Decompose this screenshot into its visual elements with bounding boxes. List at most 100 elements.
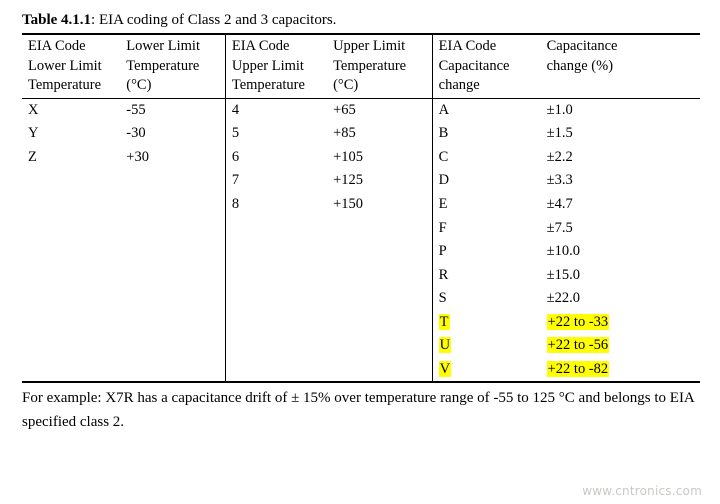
- th-eia-code-lower: EIA Code Lower Limit Temperature: [22, 34, 120, 98]
- cell-c5: B: [432, 122, 540, 146]
- table-row: T +22 to -33: [22, 311, 700, 335]
- cell-c2: -30: [120, 122, 225, 146]
- table-body: X-554+65A±1.0Y-305+85B±1.5Z+306+105C±2.2…: [22, 98, 700, 382]
- cell-c6: +22 to -82: [541, 358, 700, 383]
- cell-c4: +125: [327, 169, 432, 193]
- cell-c5: A: [432, 98, 540, 122]
- th-eia-code-cap-change: EIA Code Capacitance change: [432, 34, 540, 98]
- cell-c2: [120, 287, 225, 311]
- cell-c5: E: [432, 193, 540, 217]
- cell-c3: [225, 311, 327, 335]
- cell-c1: X: [22, 98, 120, 122]
- cell-c3: [225, 334, 327, 358]
- cell-c2: [120, 264, 225, 288]
- cell-c5: V: [432, 358, 540, 383]
- cell-c1: [22, 217, 120, 241]
- cell-c3: [225, 240, 327, 264]
- table-row: U +22 to -56: [22, 334, 700, 358]
- th-lower-limit-temp: Lower Limit Temperature (°C): [120, 34, 225, 98]
- cell-c4: [327, 264, 432, 288]
- cell-c4: +85: [327, 122, 432, 146]
- cell-c6: ±22.0: [541, 287, 700, 311]
- highlight: V: [439, 361, 451, 377]
- cell-c5: C: [432, 146, 540, 170]
- page: Table 4.1.1: EIA coding of Class 2 and 3…: [0, 0, 720, 504]
- cell-c4: [327, 311, 432, 335]
- highlight: U: [439, 337, 451, 353]
- cell-c5: T: [432, 311, 540, 335]
- cell-c1: Z: [22, 146, 120, 170]
- cell-c5: S: [432, 287, 540, 311]
- cell-c3: 8: [225, 193, 327, 217]
- eia-coding-table: EIA Code Lower Limit Temperature Lower L…: [22, 33, 700, 383]
- cell-c4: [327, 358, 432, 383]
- cell-c1: Y: [22, 122, 120, 146]
- cell-c5: R: [432, 264, 540, 288]
- highlight: +22 to -56: [547, 337, 610, 353]
- cell-c1: [22, 264, 120, 288]
- table-row: Y-305+85B±1.5: [22, 122, 700, 146]
- cell-c4: [327, 217, 432, 241]
- cell-c6: +22 to -33: [541, 311, 700, 335]
- watermark: www.cntronics.com: [582, 484, 702, 498]
- cell-c5: P: [432, 240, 540, 264]
- table-row: P±10.0: [22, 240, 700, 264]
- cell-c4: [327, 240, 432, 264]
- cell-c1: [22, 334, 120, 358]
- table-title-label: Table 4.1.1: [22, 12, 91, 28]
- table-row: R±15.0: [22, 264, 700, 288]
- table-footnote: For example: X7R has a capacitance drift…: [22, 387, 700, 434]
- table-title-text: : EIA coding of Class 2 and 3 capacitors…: [91, 12, 336, 28]
- cell-c3: 7: [225, 169, 327, 193]
- cell-c1: [22, 193, 120, 217]
- cell-c6: ±1.5: [541, 122, 700, 146]
- cell-c3: [225, 287, 327, 311]
- cell-c5: F: [432, 217, 540, 241]
- cell-c3: [225, 358, 327, 383]
- cell-c2: [120, 193, 225, 217]
- highlight: +22 to -82: [547, 361, 610, 377]
- table-row: S±22.0: [22, 287, 700, 311]
- table-row: V +22 to -82: [22, 358, 700, 383]
- cell-c4: [327, 334, 432, 358]
- th-upper-limit-temp: Upper Limit Temperature (°C): [327, 34, 432, 98]
- cell-c3: 4: [225, 98, 327, 122]
- cell-c2: +30: [120, 146, 225, 170]
- table-row: X-554+65A±1.0: [22, 98, 700, 122]
- table-row: 8+150E±4.7: [22, 193, 700, 217]
- cell-c3: 5: [225, 122, 327, 146]
- cell-c1: [22, 287, 120, 311]
- highlight: T: [439, 314, 450, 330]
- table-row: Z+306+105C±2.2: [22, 146, 700, 170]
- cell-c6: ±1.0: [541, 98, 700, 122]
- cell-c2: [120, 169, 225, 193]
- cell-c4: +150: [327, 193, 432, 217]
- cell-c3: [225, 264, 327, 288]
- cell-c1: [22, 169, 120, 193]
- cell-c3: [225, 217, 327, 241]
- cell-c2: [120, 217, 225, 241]
- cell-c1: [22, 358, 120, 383]
- cell-c5: U: [432, 334, 540, 358]
- cell-c6: +22 to -56: [541, 334, 700, 358]
- cell-c4: [327, 287, 432, 311]
- cell-c2: [120, 334, 225, 358]
- th-eia-code-upper: EIA Code Upper Limit Temperature: [225, 34, 327, 98]
- cell-c6: ±2.2: [541, 146, 700, 170]
- table-row: F±7.5: [22, 217, 700, 241]
- cell-c2: [120, 311, 225, 335]
- table-header-row: EIA Code Lower Limit Temperature Lower L…: [22, 34, 700, 98]
- cell-c2: [120, 240, 225, 264]
- th-cap-change-pct: Capacitance change (%): [541, 34, 700, 98]
- highlight: +22 to -33: [547, 314, 610, 330]
- cell-c4: +65: [327, 98, 432, 122]
- cell-c4: +105: [327, 146, 432, 170]
- cell-c1: [22, 240, 120, 264]
- cell-c2: [120, 358, 225, 383]
- cell-c6: ±15.0: [541, 264, 700, 288]
- table-title: Table 4.1.1: EIA coding of Class 2 and 3…: [22, 12, 700, 29]
- cell-c6: ±7.5: [541, 217, 700, 241]
- cell-c6: ±10.0: [541, 240, 700, 264]
- cell-c1: [22, 311, 120, 335]
- cell-c5: D: [432, 169, 540, 193]
